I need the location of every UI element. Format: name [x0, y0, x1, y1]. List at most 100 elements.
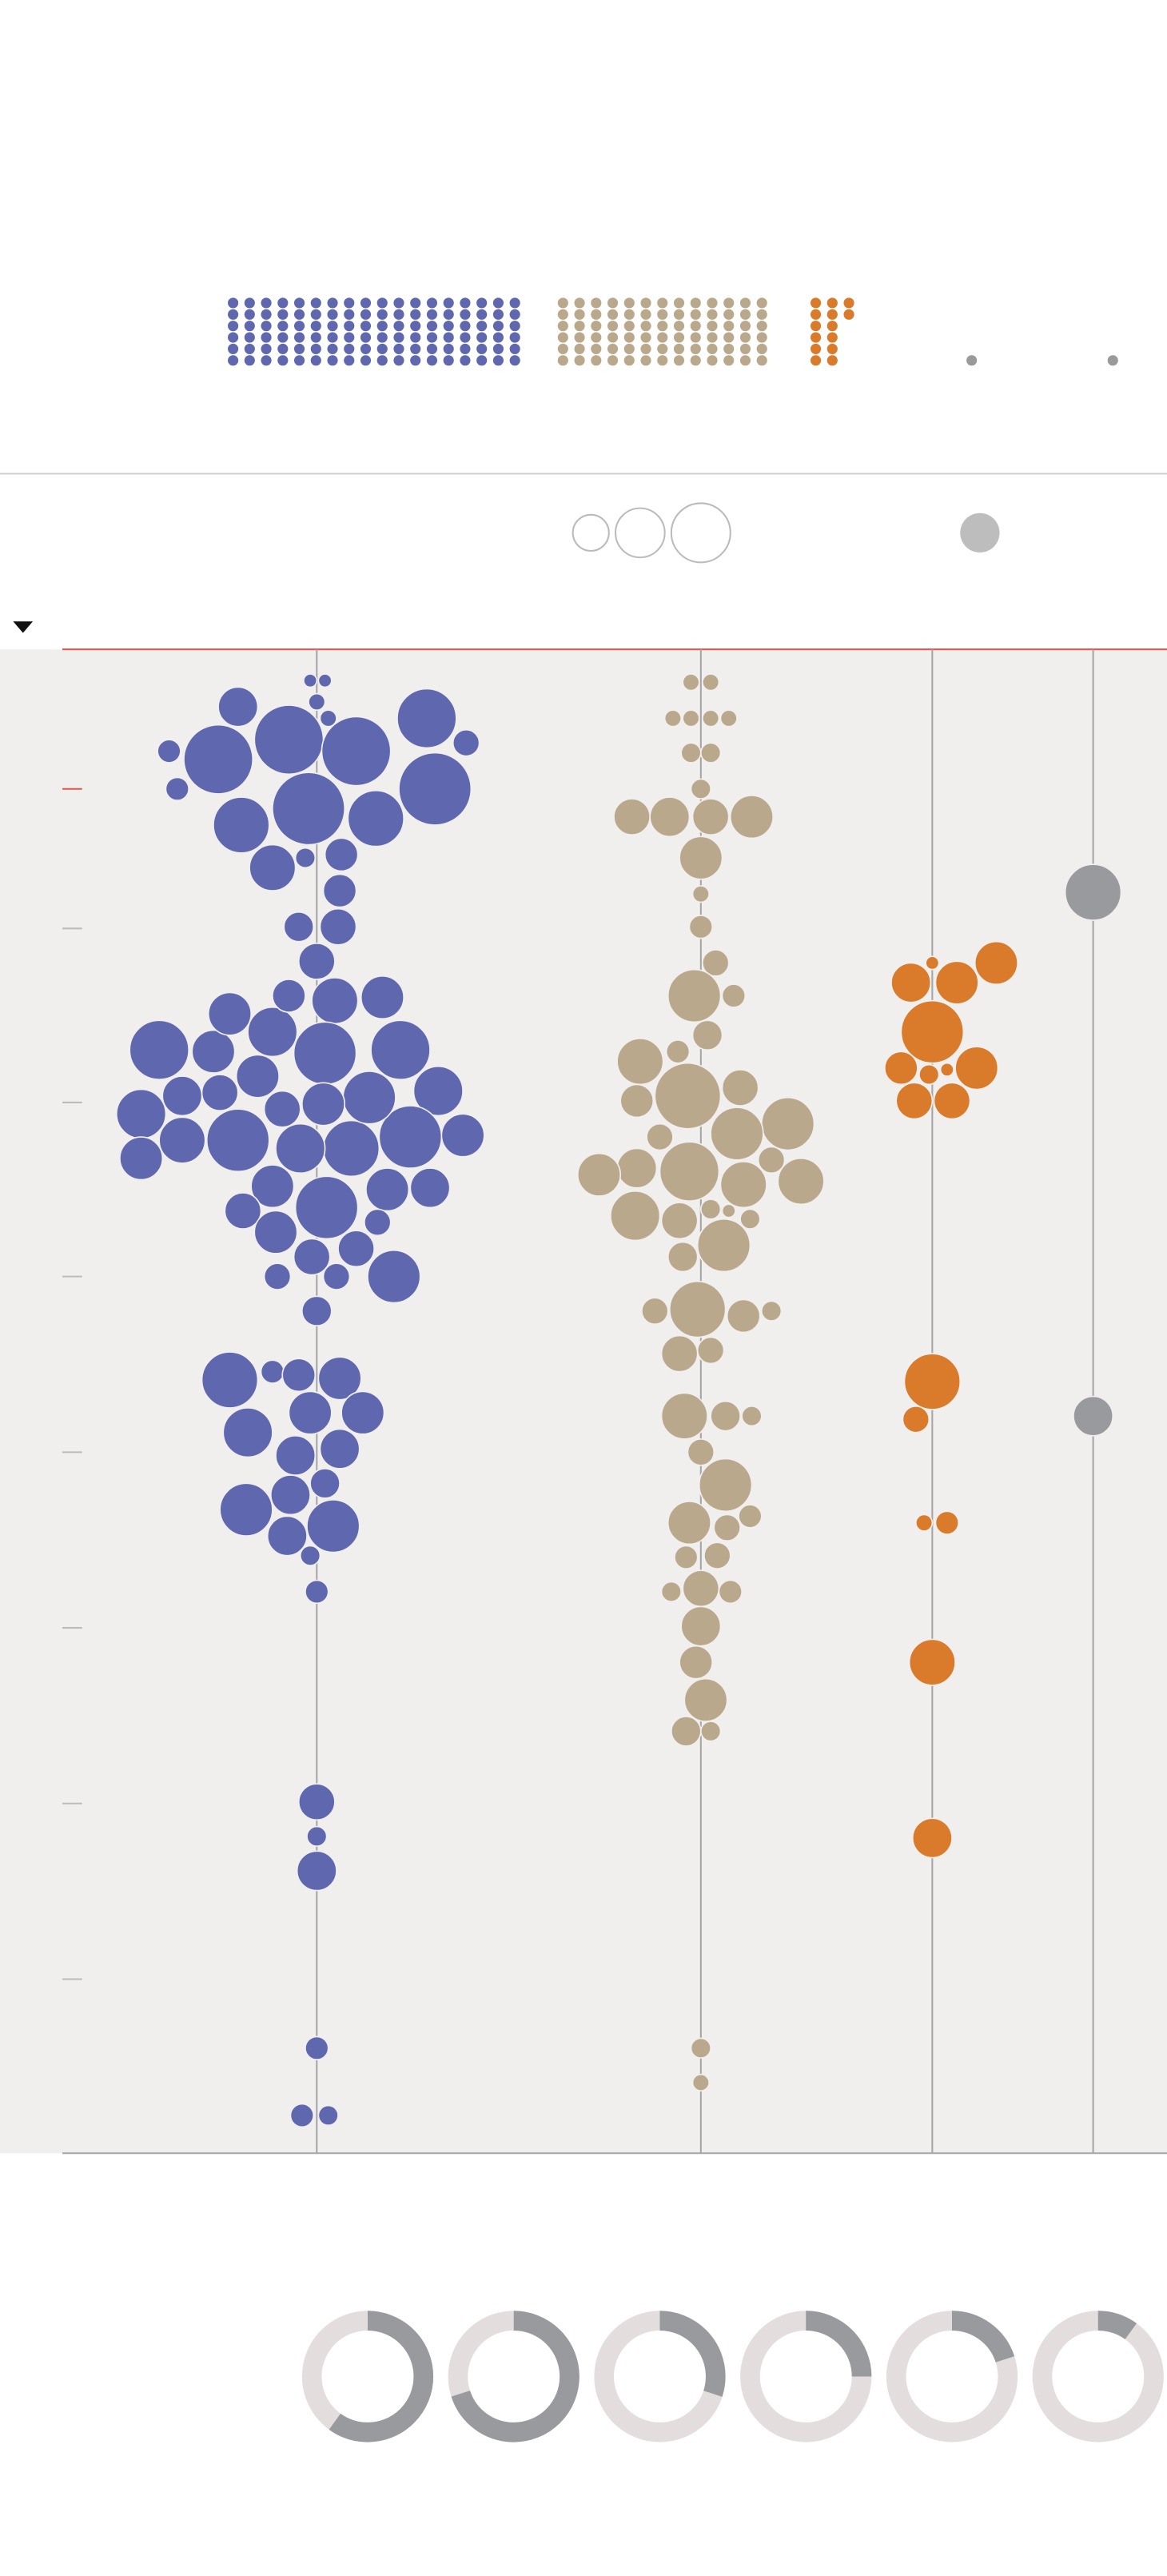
- waffle-dot: [574, 343, 585, 354]
- waffle-dot: [707, 309, 718, 320]
- waffle-dot: [723, 309, 735, 320]
- waffle-dot: [293, 309, 305, 320]
- waffle-dot: [623, 332, 635, 343]
- waffle-dot: [443, 297, 454, 309]
- waffle-dot: [376, 297, 388, 309]
- waffle-dot: [723, 297, 735, 309]
- bubble: [322, 1119, 380, 1178]
- bubble: [365, 1167, 410, 1212]
- bubble: [610, 1190, 661, 1242]
- waffle-dot: [843, 297, 854, 309]
- bubble: [883, 1051, 918, 1086]
- bubble: [719, 709, 738, 728]
- waffle-dot: [707, 332, 718, 343]
- waffle-dot: [657, 309, 668, 320]
- waffle-dot: [810, 355, 822, 366]
- bubble: [299, 1545, 321, 1566]
- waffle-dot: [310, 355, 321, 366]
- donut-arc: [594, 2311, 726, 2442]
- waffle-dot: [376, 309, 388, 320]
- waffle-dot: [293, 297, 305, 309]
- waffle-dot: [443, 332, 454, 343]
- bubble: [713, 1513, 741, 1542]
- waffle-dot: [277, 309, 289, 320]
- bubble: [691, 2073, 710, 2092]
- waffle-dot: [277, 297, 289, 309]
- donut-arc: [740, 2311, 872, 2442]
- waffle-dot: [376, 321, 388, 332]
- waffle-dot: [574, 309, 585, 320]
- donut-arc: [448, 2311, 580, 2442]
- waffle-dot: [360, 321, 372, 332]
- waffle-dot: [277, 355, 289, 366]
- waffle-dot: [261, 297, 272, 309]
- bubble: [613, 798, 651, 836]
- bubble: [263, 1262, 292, 1290]
- waffle-dot: [492, 321, 504, 332]
- bubble: [903, 1353, 962, 1410]
- bubble: [319, 1428, 360, 1469]
- waffle-dot: [557, 309, 568, 320]
- waffle-dot: [376, 332, 388, 343]
- waffle-dot: [810, 297, 822, 309]
- waffle-dot: [657, 297, 668, 309]
- dropdown-arrow[interactable]: [13, 621, 34, 633]
- waffle-dot: [426, 309, 438, 320]
- waffle-dot: [607, 309, 619, 320]
- bubble: [283, 911, 315, 943]
- bubble: [161, 1075, 203, 1117]
- bubble: [668, 1280, 727, 1338]
- bubble: [293, 1021, 357, 1086]
- bubble: [703, 1541, 731, 1569]
- bubble: [718, 1579, 743, 1605]
- bubble: [660, 1334, 699, 1373]
- waffle-dot: [476, 332, 488, 343]
- bubble: [915, 1513, 934, 1532]
- waffle-dot: [739, 321, 751, 332]
- waffle-dot: [739, 332, 751, 343]
- bubble: [281, 1358, 317, 1393]
- bubble: [682, 1569, 720, 1608]
- waffle-dot: [574, 332, 585, 343]
- waffle-dot: [327, 343, 338, 354]
- bubble: [700, 1198, 722, 1220]
- bubble: [700, 1721, 722, 1742]
- bubble: [201, 1074, 239, 1112]
- donuts: [301, 2311, 1164, 2442]
- waffle-dot: [739, 309, 751, 320]
- waffle-dot: [509, 332, 520, 343]
- waffle-dot: [228, 343, 239, 354]
- bubble: [760, 1300, 783, 1322]
- bubble: [710, 1400, 741, 1432]
- bubble: [294, 1175, 359, 1240]
- waffle-dot: [739, 355, 751, 366]
- bubble: [306, 1499, 360, 1553]
- bubble: [660, 1581, 683, 1603]
- bubble: [341, 1390, 385, 1435]
- waffle-dot: [509, 297, 520, 309]
- waffle-dot: [476, 343, 488, 354]
- bubble: [710, 1107, 764, 1161]
- waffle-dot: [393, 321, 404, 332]
- waffle-dot: [344, 343, 355, 354]
- waffle-dot: [509, 309, 520, 320]
- bubble: [201, 1351, 259, 1409]
- bubble: [253, 1210, 298, 1254]
- waffle-dot: [410, 343, 421, 354]
- bubble: [305, 2036, 329, 2060]
- waffle-dot: [826, 321, 838, 332]
- bubble: [933, 1082, 971, 1120]
- bubble: [649, 796, 691, 838]
- waffle-dot: [826, 332, 838, 343]
- bubble: [266, 1515, 308, 1557]
- waffle-dot: [410, 355, 421, 366]
- waffle-dot: [826, 355, 838, 366]
- bubble: [663, 709, 683, 728]
- bubble: [306, 1825, 328, 1847]
- bubble: [191, 1029, 236, 1074]
- waffle-dot: [244, 297, 255, 309]
- waffle-dot: [261, 355, 272, 366]
- waffle-dot: [756, 297, 767, 309]
